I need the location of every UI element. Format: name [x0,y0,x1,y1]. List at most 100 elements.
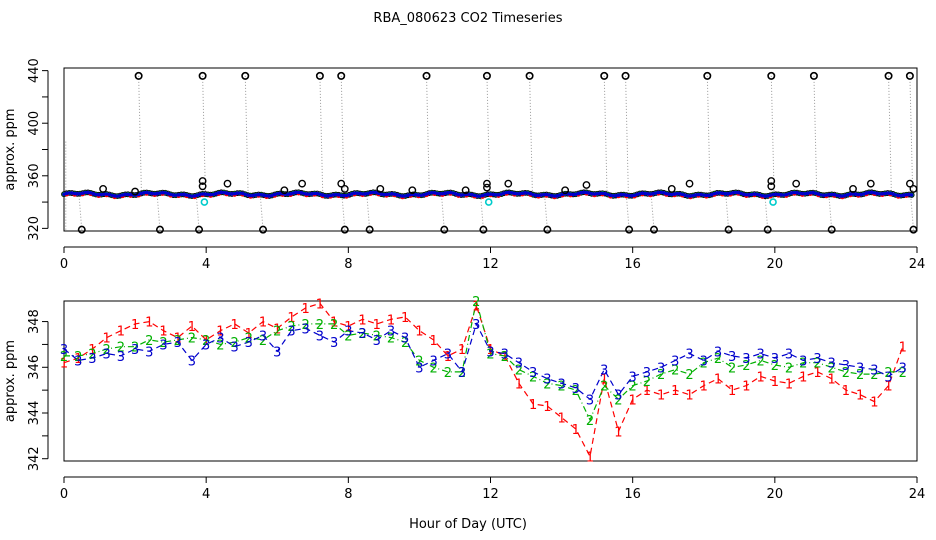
raw-low-outlier [259,225,268,234]
series-3-marker: 3 [501,348,509,363]
series-2-marker: 2 [273,325,281,340]
series-3-band-point [323,193,328,198]
series-2-marker: 2 [785,361,793,376]
series-1-marker: 1 [884,380,892,395]
series-3-band-point [358,191,362,196]
series-1-marker: 1 [515,377,523,392]
series-3-band-point [800,191,805,196]
series-3-band-point [659,190,663,195]
series-3-band-point [704,193,709,198]
raw-high-outlier [198,71,207,80]
series-3-marker: 3 [700,354,708,369]
series-3-band-point [355,191,360,195]
series-3-marker: 3 [557,377,565,392]
series-2-marker: 2 [174,334,182,349]
series-3-marker: 3 [771,352,779,367]
series-3-band-point [627,193,631,198]
series-3-band-point [238,191,242,195]
series-2-marker: 2 [842,366,850,381]
series-1-marker: 1 [529,398,537,413]
series-3-marker: 3 [429,354,437,369]
series-1-marker: 1 [216,325,224,340]
series-3-band-point [363,192,368,196]
series-3-band-point [899,193,903,198]
series-3-marker: 3 [600,364,608,379]
series-2-marker: 2 [671,364,679,379]
series-3-band-point [733,190,738,195]
series-2-marker: 2 [429,361,437,376]
series-3-marker: 3 [401,332,409,347]
series-3-band-point [579,190,583,195]
series-3-band-point [256,192,261,197]
series-3-band-point [904,192,909,197]
series-2-marker: 2 [373,329,381,344]
series-1-marker: 1 [771,375,779,390]
series-1-marker: 1 [813,366,821,381]
series-3-band-point [741,192,746,197]
series-2-marker: 2 [401,336,409,351]
series-3-band-point [150,191,154,196]
series-3-band-point [152,192,157,196]
y-axis-label: approx. ppm [3,340,18,422]
series-3-band-point [811,190,815,195]
series-2-marker: 2 [557,380,565,395]
series-2-marker: 2 [330,318,338,333]
raw-mid-point [340,185,349,193]
outlier-drop-line [202,75,206,195]
series-3-marker: 3 [302,322,310,337]
series-1-marker: 1 [387,313,395,328]
series-3-marker: 3 [870,364,878,379]
series-2-marker: 2 [643,375,651,390]
series-3-band-point [75,192,80,196]
series-2-marker: 2 [828,361,836,376]
raw-mid-point [198,182,207,191]
raw-mid-point [849,185,857,193]
series-1-marker: 1 [117,325,125,340]
series-1-marker: 1 [458,343,466,358]
series-3-band-point [643,191,647,196]
series-3-marker: 3 [202,338,210,353]
series-2-marker: 2 [316,318,324,333]
series-3-band-point [275,191,280,196]
series-1-marker: 1 [557,412,565,427]
series-3-band-point [494,192,498,197]
series-3-band-point [430,190,434,195]
series-1-marker: 1 [643,384,651,399]
series-3-band-point [699,192,703,197]
series-2-marker: 2 [657,368,665,383]
series-3-band-point [398,193,402,198]
top-panel-raw-co2: 0 4 8 12 16 20 24 320 360 400 440 approx. ppm [3,58,925,272]
series-3-marker: 3 [330,336,338,351]
raw-mid-point [582,181,591,189]
x-tick-label: 12 [482,257,499,272]
series-3-band-point [219,190,224,195]
series-3-band-point [443,191,447,195]
outlier-drop-line [770,75,775,195]
series-1-marker: 1 [60,357,68,372]
reference-cyan-point [200,198,209,206]
series-1-marker: 1 [756,370,764,385]
series-3-band-point [512,191,517,196]
series-3-band-point [507,190,511,195]
series-3-band-point [792,190,797,195]
y-tick-label: 400 [27,111,42,136]
outlier-drop-line [650,194,655,230]
raw-low-outlier [827,225,836,234]
series-3-band-point [206,192,210,197]
series-3-band-point [520,191,525,195]
series-2-marker: 2 [899,366,907,381]
raw-high-outlier [422,71,431,80]
series-3-marker: 3 [74,354,82,369]
series-3-marker: 3 [88,352,96,367]
series-1-marker: 1 [344,320,352,335]
series-3-line [63,322,904,401]
series-3-band-point [883,191,887,196]
series-2-marker: 2 [856,368,864,383]
series-3-marker: 3 [856,361,864,376]
series-3-band-point [86,190,90,195]
series-3-band-point [875,191,879,196]
series-3-band-point [326,194,330,198]
series-1-marker: 1 [74,352,82,367]
series-3-band-point [717,191,722,195]
series-1-marker: 1 [700,380,708,395]
